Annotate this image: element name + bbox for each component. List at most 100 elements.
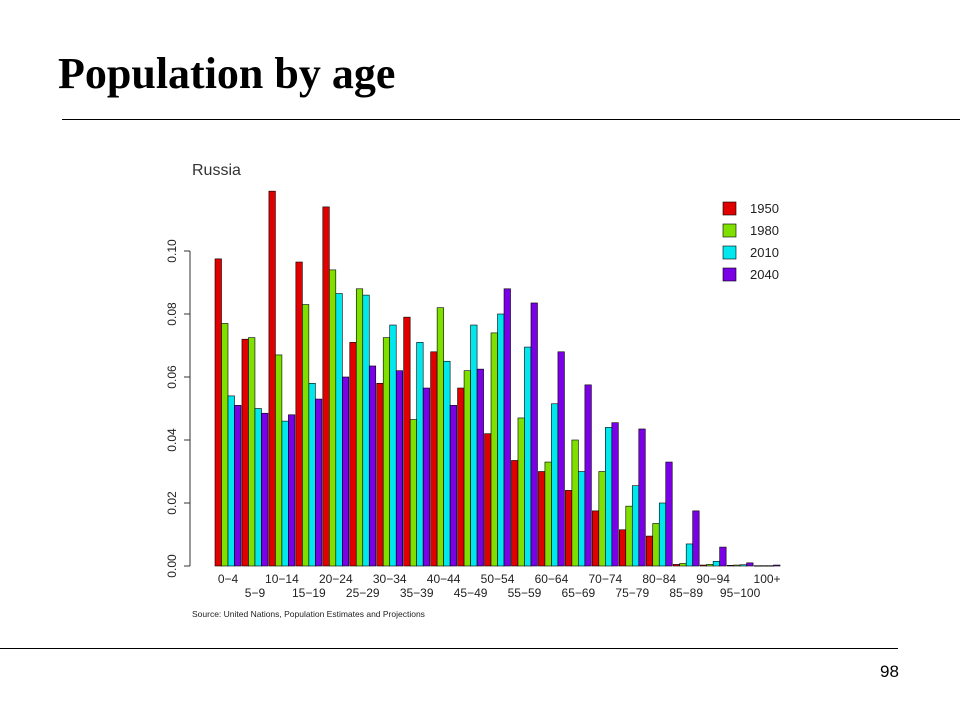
source-note: Source: United Nations, Population Estim… — [192, 609, 425, 619]
legend-swatch-2010 — [722, 245, 737, 260]
bar-2010-95-100 — [739, 564, 747, 567]
x-tick-label: 0−4 — [218, 572, 239, 586]
bar-2040-95-100 — [746, 562, 754, 567]
x-tick-label: 70−74 — [588, 572, 622, 586]
x-tick-label: 95−100 — [720, 586, 761, 600]
legend-label-2010: 2010 — [750, 245, 779, 260]
bar-1950-5-9 — [241, 338, 249, 567]
bar-2010-100+ — [766, 565, 774, 567]
bar-2010-25-29 — [362, 294, 370, 567]
page-number: 98 — [880, 662, 899, 681]
bar-2010-55-59 — [524, 346, 532, 567]
bar-1980-40-44 — [436, 307, 444, 567]
y-tick-label: 0.10 — [165, 239, 179, 263]
bar-1950-75-79 — [618, 529, 627, 567]
chart-title: Russia — [192, 162, 241, 179]
bar-2010-35-39 — [416, 342, 424, 567]
bar-2010-50-54 — [497, 313, 505, 567]
bar-1950-40-44 — [430, 351, 438, 567]
bar-1980-50-54 — [490, 332, 498, 567]
bar-2010-0-4 — [227, 395, 235, 567]
bar-2040-80-84 — [665, 461, 673, 567]
bar-1950-50-54 — [484, 433, 492, 567]
bar-1980-55-59 — [517, 417, 525, 567]
bar-2040-100+ — [773, 564, 781, 567]
legend-swatch-2040 — [722, 267, 737, 282]
bar-1980-70-74 — [598, 471, 606, 567]
legend-label-1950: 1950 — [750, 201, 779, 216]
x-tick-label: 75−79 — [615, 586, 649, 600]
bar-2040-10-14 — [288, 414, 296, 567]
bar-1950-25-29 — [349, 342, 357, 567]
x-tick-label: 85−89 — [669, 586, 703, 600]
bar-1950-85-89 — [672, 564, 680, 567]
bar-2040-60-64 — [557, 351, 565, 567]
bar-2040-75-79 — [638, 428, 646, 567]
bar-2040-85-89 — [692, 510, 700, 567]
bar-2010-75-79 — [631, 485, 640, 567]
bar-1980-80-84 — [652, 523, 660, 567]
bar-1950-15-19 — [295, 261, 303, 567]
x-tick-label: 10−14 — [265, 572, 299, 586]
bar-2040-25-29 — [368, 365, 377, 567]
x-tick-label: 40−44 — [427, 572, 461, 586]
bar-2040-30-34 — [395, 370, 404, 567]
bar-1950-35-39 — [403, 316, 411, 567]
bar-1950-55-59 — [511, 460, 519, 567]
bar-1950-10-14 — [268, 190, 276, 567]
bar-2010-80-84 — [658, 502, 667, 567]
bar-1980-75-79 — [625, 505, 633, 567]
legend-swatch-1950 — [722, 201, 737, 216]
bar-2040-50-54 — [503, 288, 511, 567]
legend-label-1980: 1980 — [750, 223, 779, 238]
x-tick-label: 100+ — [754, 572, 781, 586]
legend-label-2040: 2040 — [750, 267, 779, 282]
bar-1980-65-69 — [571, 439, 579, 567]
x-tick-label: 80−84 — [642, 572, 676, 586]
bar-1980-95-100 — [733, 564, 741, 567]
x-tick-label: 25−29 — [346, 586, 380, 600]
bar-1950-45-49 — [457, 387, 465, 567]
bar-2010-90-94 — [712, 560, 720, 567]
bar-2040-5-9 — [261, 412, 269, 567]
bar-1980-15-19 — [302, 304, 310, 567]
y-tick-label: 0.02 — [165, 491, 179, 515]
bar-2010-5-9 — [254, 408, 262, 567]
title-divider — [62, 119, 960, 120]
bar-1950-20-24 — [322, 206, 330, 567]
bar-1980-85-89 — [679, 563, 687, 567]
bar-2040-70-74 — [611, 422, 619, 567]
bar-2010-20-24 — [335, 293, 343, 567]
bar-1980-60-64 — [544, 461, 552, 567]
bar-2010-60-64 — [551, 403, 559, 567]
bar-2040-40-44 — [449, 405, 457, 567]
bar-1980-35-39 — [409, 419, 417, 567]
x-tick-label: 60−64 — [535, 572, 569, 586]
bar-1950-65-69 — [565, 490, 573, 567]
bar-2010-70-74 — [605, 427, 613, 567]
bar-2040-20-24 — [342, 376, 350, 567]
bar-1980-30-34 — [382, 337, 391, 567]
bar-2010-65-69 — [578, 471, 586, 567]
x-tick-label: 45−49 — [454, 586, 488, 600]
bar-1950-90-94 — [699, 564, 707, 567]
bar-1980-25-29 — [355, 288, 364, 567]
bar-1980-100+ — [760, 565, 768, 567]
y-tick-label: 0.06 — [165, 365, 179, 389]
slide-title: Population by age — [58, 49, 396, 98]
y-axis: 0.00 0.02 0.04 0.06 0.08 0.10 — [165, 239, 191, 578]
x-axis: 0−4 10−14 20−24 30−34 40−44 50−54 60−64 70−74 80… — [218, 572, 781, 600]
x-tick-label: 15−19 — [292, 586, 326, 600]
bar-1950-95-100 — [726, 565, 734, 567]
bar-2040-35-39 — [422, 387, 430, 567]
bar-1950-80-84 — [645, 535, 654, 567]
bar-2040-90-94 — [719, 546, 727, 567]
bar-2040-15-19 — [315, 398, 323, 567]
y-tick-label: 0.08 — [165, 302, 179, 326]
x-tick-label: 50−54 — [481, 572, 515, 586]
bar-2010-10-14 — [281, 420, 289, 567]
bars-group — [214, 190, 781, 567]
x-tick-label: 90−94 — [696, 572, 730, 586]
x-tick-label: 30−34 — [373, 572, 407, 586]
y-tick-label: 0.04 — [165, 428, 179, 452]
